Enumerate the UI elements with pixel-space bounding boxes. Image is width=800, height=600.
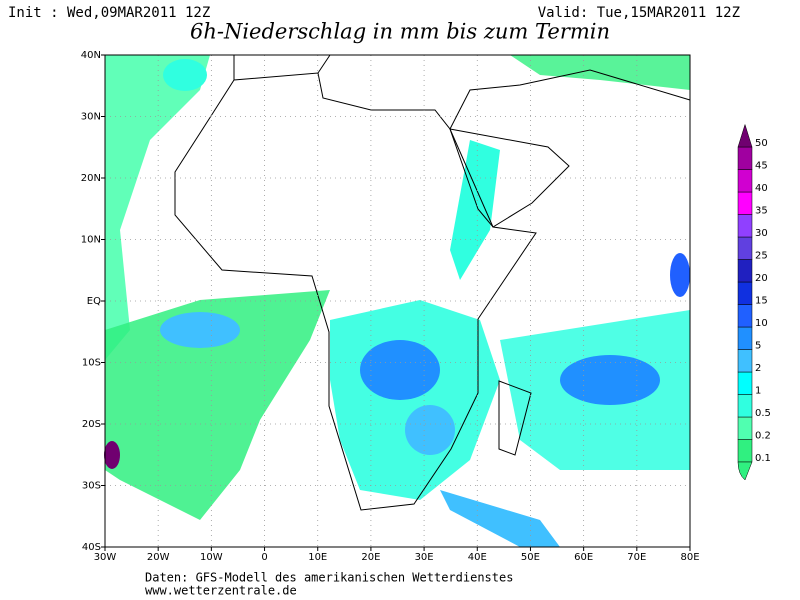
legend-swatch <box>737 281 753 305</box>
legend-swatch <box>737 326 753 350</box>
x-tick-label: 10E <box>308 552 327 563</box>
legend-label: 15 <box>755 296 768 307</box>
legend-swatch <box>737 394 753 418</box>
x-tick-label: 30E <box>415 552 434 563</box>
legend-swatch <box>737 236 753 260</box>
data-source: Daten: GFS-Modell des amerikanischen Wet… <box>145 571 513 585</box>
legend-label: 10 <box>755 318 768 329</box>
init-time: Init : Wed,09MAR2011 12Z <box>8 5 210 21</box>
legend-label: 1 <box>755 386 761 397</box>
y-tick-label: 20N <box>81 173 101 184</box>
y-tick-label: 20S <box>82 419 101 430</box>
y-tick-label: 10S <box>82 358 101 369</box>
y-tick-label: 30N <box>81 112 101 123</box>
website: www.wetterzentrale.de <box>145 584 297 598</box>
grid <box>101 54 691 551</box>
x-tick-label: 70E <box>627 552 646 563</box>
y-tick-label: 30S <box>82 481 101 492</box>
legend-label: 45 <box>755 161 768 172</box>
precipitation <box>104 55 690 547</box>
legend-label: 0.1 <box>755 453 771 464</box>
legend-label: 50 <box>755 138 768 149</box>
x-tick-label: 80E <box>680 552 699 563</box>
legend-swatch <box>737 191 753 215</box>
legend-label: 30 <box>755 228 768 239</box>
map-frame <box>104 54 691 548</box>
x-tick-label: 20E <box>361 552 380 563</box>
legend-label: 0.2 <box>755 431 771 442</box>
legend-label: 25 <box>755 251 768 262</box>
x-tick-label: 60E <box>574 552 593 563</box>
y-tick-label: 40S <box>82 542 101 553</box>
legend-label: 0.5 <box>755 408 771 419</box>
legend-label: 20 <box>755 273 768 284</box>
legend-label: 2 <box>755 363 761 374</box>
legend-label: 40 <box>755 183 768 194</box>
legend-label: 35 <box>755 206 768 217</box>
x-tick-label: 40E <box>468 552 487 563</box>
legend-swatch <box>737 146 753 170</box>
x-tick-label: 0 <box>261 552 267 563</box>
legend-swatch <box>737 371 753 395</box>
x-tick-label: 50E <box>521 552 540 563</box>
x-tick-label: 10W <box>200 552 223 563</box>
legend-swatch <box>737 416 753 440</box>
legend-swatch <box>737 214 753 238</box>
y-tick-label: EQ <box>87 296 101 307</box>
legend-swatch <box>737 123 753 148</box>
map-title: 6h-Niederschlag in mm bis zum Termin <box>190 20 610 44</box>
legend-swatch <box>737 349 753 373</box>
valid-time: Valid: Tue,15MAR2011 12Z <box>538 5 740 21</box>
legend-label: 5 <box>755 341 761 352</box>
legend-tail <box>737 461 753 481</box>
y-tick-label: 40N <box>81 50 101 61</box>
x-tick-label: 30W <box>94 552 117 563</box>
legend-swatch <box>737 259 753 283</box>
x-tick-label: 20W <box>147 552 170 563</box>
legend-swatch <box>737 169 753 193</box>
legend-swatch <box>737 439 753 463</box>
legend-swatch <box>737 304 753 328</box>
coastlines <box>174 54 691 511</box>
y-tick-label: 10N <box>81 235 101 246</box>
